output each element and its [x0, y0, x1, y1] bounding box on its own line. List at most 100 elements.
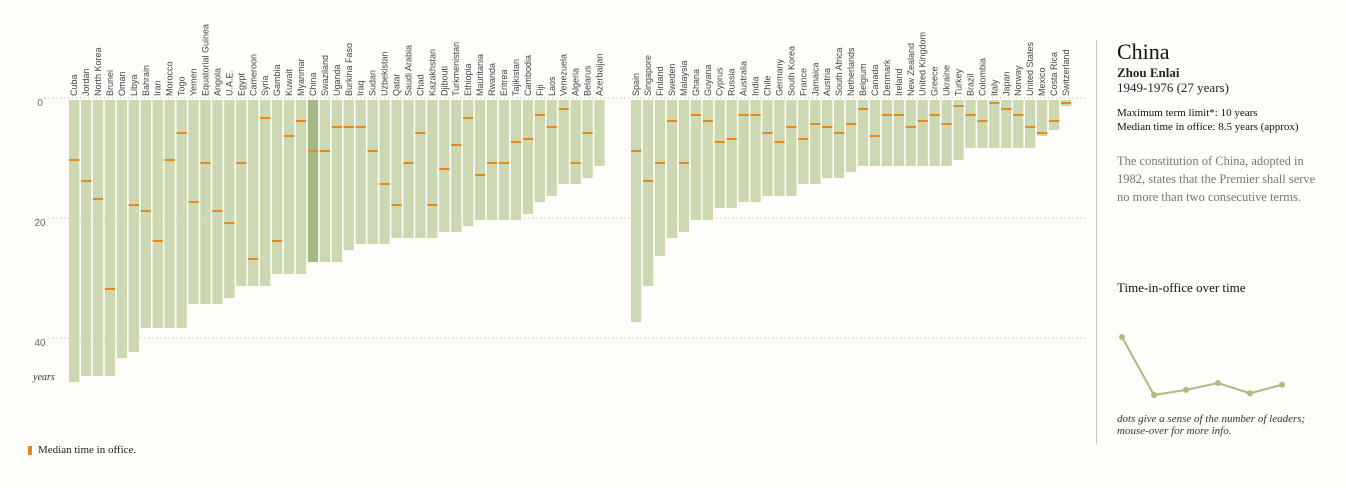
bar-jordan[interactable]	[80, 100, 92, 376]
bar-france[interactable]	[798, 100, 809, 184]
bar-venezuela[interactable]	[558, 100, 569, 184]
country-label[interactable]: Japan	[1001, 71, 1011, 96]
bar-uganda[interactable]	[331, 100, 342, 262]
country-label[interactable]: Netherlands	[846, 47, 856, 96]
bar-burkina-faso[interactable]	[343, 100, 354, 250]
sparkline-dot[interactable]	[1215, 380, 1221, 387]
bar-turkey[interactable]	[953, 100, 964, 160]
country-label[interactable]: Cambodia	[523, 55, 533, 96]
sparkline-dot[interactable]	[1183, 386, 1189, 393]
bar-spain[interactable]	[631, 100, 642, 322]
country-label[interactable]: Qatar	[392, 73, 402, 96]
bar-azerbaijan[interactable]	[594, 100, 605, 166]
bar-myanmar[interactable]	[295, 100, 307, 274]
country-label[interactable]: Venezuela	[559, 54, 569, 96]
country-label[interactable]: Belarus	[583, 65, 593, 96]
bar-fiji[interactable]	[534, 100, 545, 202]
bar-sudan[interactable]	[367, 100, 378, 244]
bar-brunei[interactable]	[104, 100, 116, 376]
bar-denmark[interactable]	[881, 100, 893, 166]
bar-cambodia[interactable]	[522, 100, 534, 214]
bar-qatar[interactable]	[391, 100, 402, 238]
country-label[interactable]: Mauritania	[475, 54, 485, 96]
bar-equatorial-guinea[interactable]	[200, 100, 211, 304]
country-label[interactable]: South Africa	[834, 47, 844, 96]
bar-kuwait[interactable]	[283, 100, 295, 274]
country-label[interactable]: Turkey	[954, 68, 964, 96]
country-label[interactable]: Djibouti	[439, 66, 449, 96]
country-label[interactable]: Ukraine	[942, 65, 952, 96]
bar-india[interactable]	[750, 100, 761, 202]
country-label[interactable]: France	[798, 68, 808, 96]
bar-syria[interactable]	[260, 100, 271, 286]
bar-south-korea[interactable]	[786, 100, 797, 196]
bar-chile[interactable]	[762, 100, 773, 196]
country-label[interactable]: Uganda	[332, 64, 342, 96]
country-label[interactable]: Ghana	[691, 69, 701, 96]
country-label[interactable]: Fiji	[535, 85, 545, 97]
sparkline-dot[interactable]	[1279, 381, 1285, 388]
bar-cameroon[interactable]	[248, 100, 259, 286]
bar-greece[interactable]	[929, 100, 940, 166]
bar-saudi-arabia[interactable]	[403, 100, 414, 238]
country-label[interactable]: Norway	[1013, 65, 1023, 96]
country-label[interactable]: Cyprus	[715, 67, 725, 96]
bar-united-kingdom[interactable]	[917, 100, 928, 166]
country-label[interactable]: Equatorial Guinea	[200, 24, 210, 96]
country-label[interactable]: Finland	[655, 66, 665, 96]
bar-eritrea[interactable]	[498, 100, 510, 220]
country-label[interactable]: Kuwait	[284, 68, 294, 96]
country-label[interactable]: Iran	[153, 80, 163, 96]
bar-north-korea[interactable]	[92, 100, 104, 376]
bar-angola[interactable]	[212, 100, 223, 304]
country-label[interactable]: Austria	[822, 68, 832, 96]
bar-togo[interactable]	[176, 100, 187, 328]
bar-rwanda[interactable]	[486, 100, 498, 220]
bar-brazil[interactable]	[965, 100, 976, 148]
bar-canada[interactable]	[869, 100, 881, 166]
bar-costa-rica[interactable]	[1048, 100, 1060, 130]
bar-uzbekistan[interactable]	[379, 100, 390, 244]
country-label[interactable]: Colombia	[977, 58, 987, 96]
country-label[interactable]: Guyana	[703, 64, 713, 96]
country-label[interactable]: Swaziland	[320, 55, 330, 96]
bar-belarus[interactable]	[582, 100, 593, 178]
country-label[interactable]: Togo	[177, 76, 187, 96]
bar-djibouti[interactable]	[439, 100, 450, 232]
country-label[interactable]: Sudan	[368, 70, 378, 96]
country-label[interactable]: Bahrain	[141, 65, 151, 96]
bar-u-a-e-[interactable]	[224, 100, 235, 298]
country-label[interactable]: South Korea	[786, 46, 796, 96]
country-label[interactable]: Algeria	[571, 68, 581, 96]
bar-japan[interactable]	[1001, 100, 1012, 148]
country-label[interactable]: Azerbaijan	[595, 53, 605, 96]
bar-swaziland[interactable]	[319, 100, 331, 262]
country-label[interactable]: Brunei	[105, 70, 115, 96]
country-label[interactable]: Tajikistan	[511, 59, 521, 96]
country-label[interactable]: Saudi Arabia	[403, 45, 413, 96]
country-label[interactable]: Chad	[415, 74, 425, 96]
country-label[interactable]: Yemen	[189, 68, 199, 96]
country-label[interactable]: China	[308, 72, 318, 96]
bar-malaysia[interactable]	[678, 100, 690, 232]
bar-south-africa[interactable]	[833, 100, 845, 178]
country-label[interactable]: Cuba	[69, 74, 79, 96]
bar-united-states[interactable]	[1025, 100, 1036, 148]
bar-norway[interactable]	[1013, 100, 1024, 148]
country-label[interactable]: United States	[1025, 41, 1035, 96]
country-label[interactable]: Australia	[739, 61, 749, 96]
country-label[interactable]: U.A.E.	[224, 70, 234, 96]
country-label[interactable]: Malaysia	[679, 60, 689, 96]
sparkline-dot[interactable]	[1119, 334, 1125, 340]
bar-new-zealand[interactable]	[905, 100, 916, 166]
bar-austria[interactable]	[822, 100, 833, 178]
country-label[interactable]: Jamaica	[810, 62, 820, 96]
bar-ethiopia[interactable]	[463, 100, 474, 226]
country-label[interactable]: Mexico	[1037, 67, 1047, 96]
country-label[interactable]: Uzbekistan	[380, 51, 390, 96]
country-label[interactable]: Singapore	[643, 55, 653, 96]
bar-algeria[interactable]	[570, 100, 581, 184]
country-label[interactable]: Ireland	[894, 68, 904, 96]
bar-gambia[interactable]	[271, 100, 283, 274]
bar-jamaica[interactable]	[810, 100, 821, 184]
